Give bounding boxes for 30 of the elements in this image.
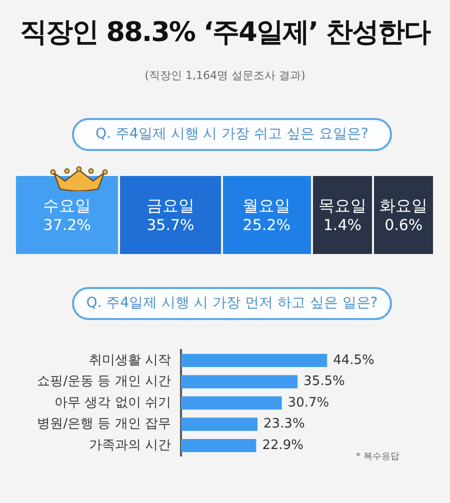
- text: Q. 주4일제 시행 시 가장 쉬고 싶은 요일은?: [94, 126, 370, 143]
- data-label: 35.7%: [146, 216, 194, 234]
- bar: [181, 354, 328, 368]
- text: * 복수응답: [356, 451, 400, 463]
- y-tick-label: 가족과의 시간: [88, 438, 171, 453]
- category-label: 화요일: [380, 196, 428, 216]
- data-label: 0.6%: [384, 216, 423, 234]
- data-label: 37.2%: [43, 216, 91, 234]
- data-label: 25.2%: [242, 216, 290, 234]
- category-label: 목요일: [318, 196, 366, 216]
- data-label: 22.9%: [262, 438, 304, 453]
- category-label: 금요일: [146, 196, 194, 216]
- text: (직장인 1,164명 설문조사 결과): [144, 68, 306, 83]
- y-tick-label: 쇼핑/운동 등 개인 시간: [37, 374, 171, 390]
- data-label: 44.5%: [333, 352, 374, 368]
- data-label: 23.3%: [264, 416, 305, 432]
- bar: [181, 418, 258, 431]
- data-label: 30.7%: [288, 395, 330, 410]
- category-label: 수요일: [43, 196, 92, 216]
- data-label: 35.5%: [304, 374, 345, 390]
- bar: [181, 375, 298, 388]
- text: 직장인 88.3% ‘주4일제’ 찬성한다: [18, 16, 432, 50]
- data-label: 1.4%: [323, 216, 362, 234]
- bar: [181, 438, 256, 452]
- y-tick-label: 병원/은행 등 개인 잡무: [37, 416, 171, 432]
- chart-title: Q. 주4일제 시행 시 가장 먼저 하고 싶은 일은?: [85, 295, 379, 312]
- y-tick-label: 취미생활 시작: [88, 352, 171, 368]
- category-label: 월요일: [242, 196, 291, 216]
- y-tick-label: 아무 생각 없이 쉬기: [54, 395, 171, 410]
- bar: [181, 396, 282, 410]
